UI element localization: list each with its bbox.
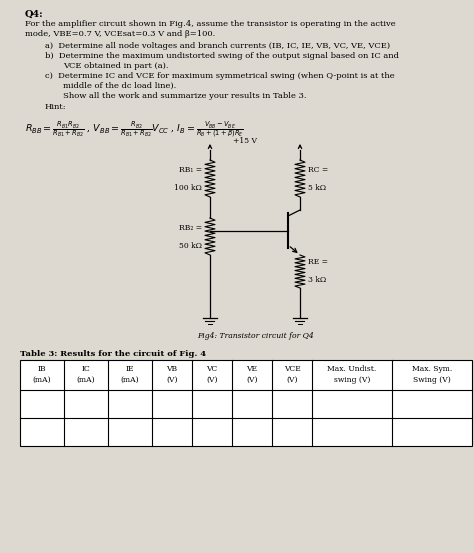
Text: Show all the work and summarize your results in Table 3.: Show all the work and summarize your res…: [63, 92, 307, 100]
Text: 5 kΩ: 5 kΩ: [308, 184, 326, 191]
Text: Max. Undist.: Max. Undist.: [328, 365, 377, 373]
Text: mode, VBE=0.7 V, VCEsat=0.3 V and β=100.: mode, VBE=0.7 V, VCEsat=0.3 V and β=100.: [25, 30, 215, 38]
Bar: [20, 360, 472, 446]
Text: IC: IC: [82, 365, 91, 373]
Text: Hint:: Hint:: [45, 103, 67, 111]
Text: (V): (V): [286, 376, 298, 384]
Text: 50 kΩ: 50 kΩ: [179, 242, 202, 249]
Text: swing (V): swing (V): [334, 376, 370, 384]
Text: IB: IB: [38, 365, 46, 373]
Text: Q4:: Q4:: [25, 10, 44, 19]
Text: For the amplifier circuit shown in Fig.4, assume the transistor is operating in : For the amplifier circuit shown in Fig.4…: [25, 20, 396, 28]
Text: RC =: RC =: [308, 165, 328, 174]
Text: IE: IE: [126, 365, 134, 373]
Text: VC: VC: [206, 365, 218, 373]
Text: RB₁ =: RB₁ =: [179, 165, 202, 174]
Text: c)  Determine IC and VCE for maximum symmetrical swing (when Q-point is at the: c) Determine IC and VCE for maximum symm…: [45, 72, 395, 80]
Text: Max. Sym.: Max. Sym.: [412, 365, 452, 373]
Text: (V): (V): [166, 376, 178, 384]
Text: VE: VE: [246, 365, 257, 373]
Text: (V): (V): [206, 376, 218, 384]
Text: RB₂ =: RB₂ =: [179, 223, 202, 232]
Text: 3 kΩ: 3 kΩ: [308, 276, 326, 284]
Text: (mA): (mA): [121, 376, 139, 384]
Text: $R_{BB}=\frac{R_{B1}R_{B2}}{R_{B1}+R_{B2}}$ , $V_{BB}=\frac{R_{B2}}{R_{B1}+R_{B2: $R_{BB}=\frac{R_{B1}R_{B2}}{R_{B1}+R_{B2…: [25, 120, 244, 139]
Text: VB: VB: [166, 365, 178, 373]
Text: RE =: RE =: [308, 258, 328, 267]
Text: Fig4: Transistor circuit for Q4: Fig4: Transistor circuit for Q4: [197, 332, 313, 340]
Text: VCE: VCE: [283, 365, 301, 373]
Text: VCE obtained in part (a).: VCE obtained in part (a).: [63, 62, 168, 70]
Text: Swing (V): Swing (V): [413, 376, 451, 384]
Text: (V): (V): [246, 376, 258, 384]
Text: +15 V: +15 V: [233, 137, 257, 145]
Text: 100 kΩ: 100 kΩ: [174, 184, 202, 191]
Text: Table 3: Results for the circuit of Fig. 4: Table 3: Results for the circuit of Fig.…: [20, 350, 206, 358]
Text: middle of the dc load line).: middle of the dc load line).: [63, 82, 176, 90]
Text: (mA): (mA): [77, 376, 95, 384]
Text: a)  Determine all node voltages and branch currents (IB, IC, IE, VB, VC, VE, VCE: a) Determine all node voltages and branc…: [45, 42, 390, 50]
Text: b)  Determine the maximum undistorted swing of the output signal based on IC and: b) Determine the maximum undistorted swi…: [45, 52, 399, 60]
Text: (mA): (mA): [33, 376, 51, 384]
